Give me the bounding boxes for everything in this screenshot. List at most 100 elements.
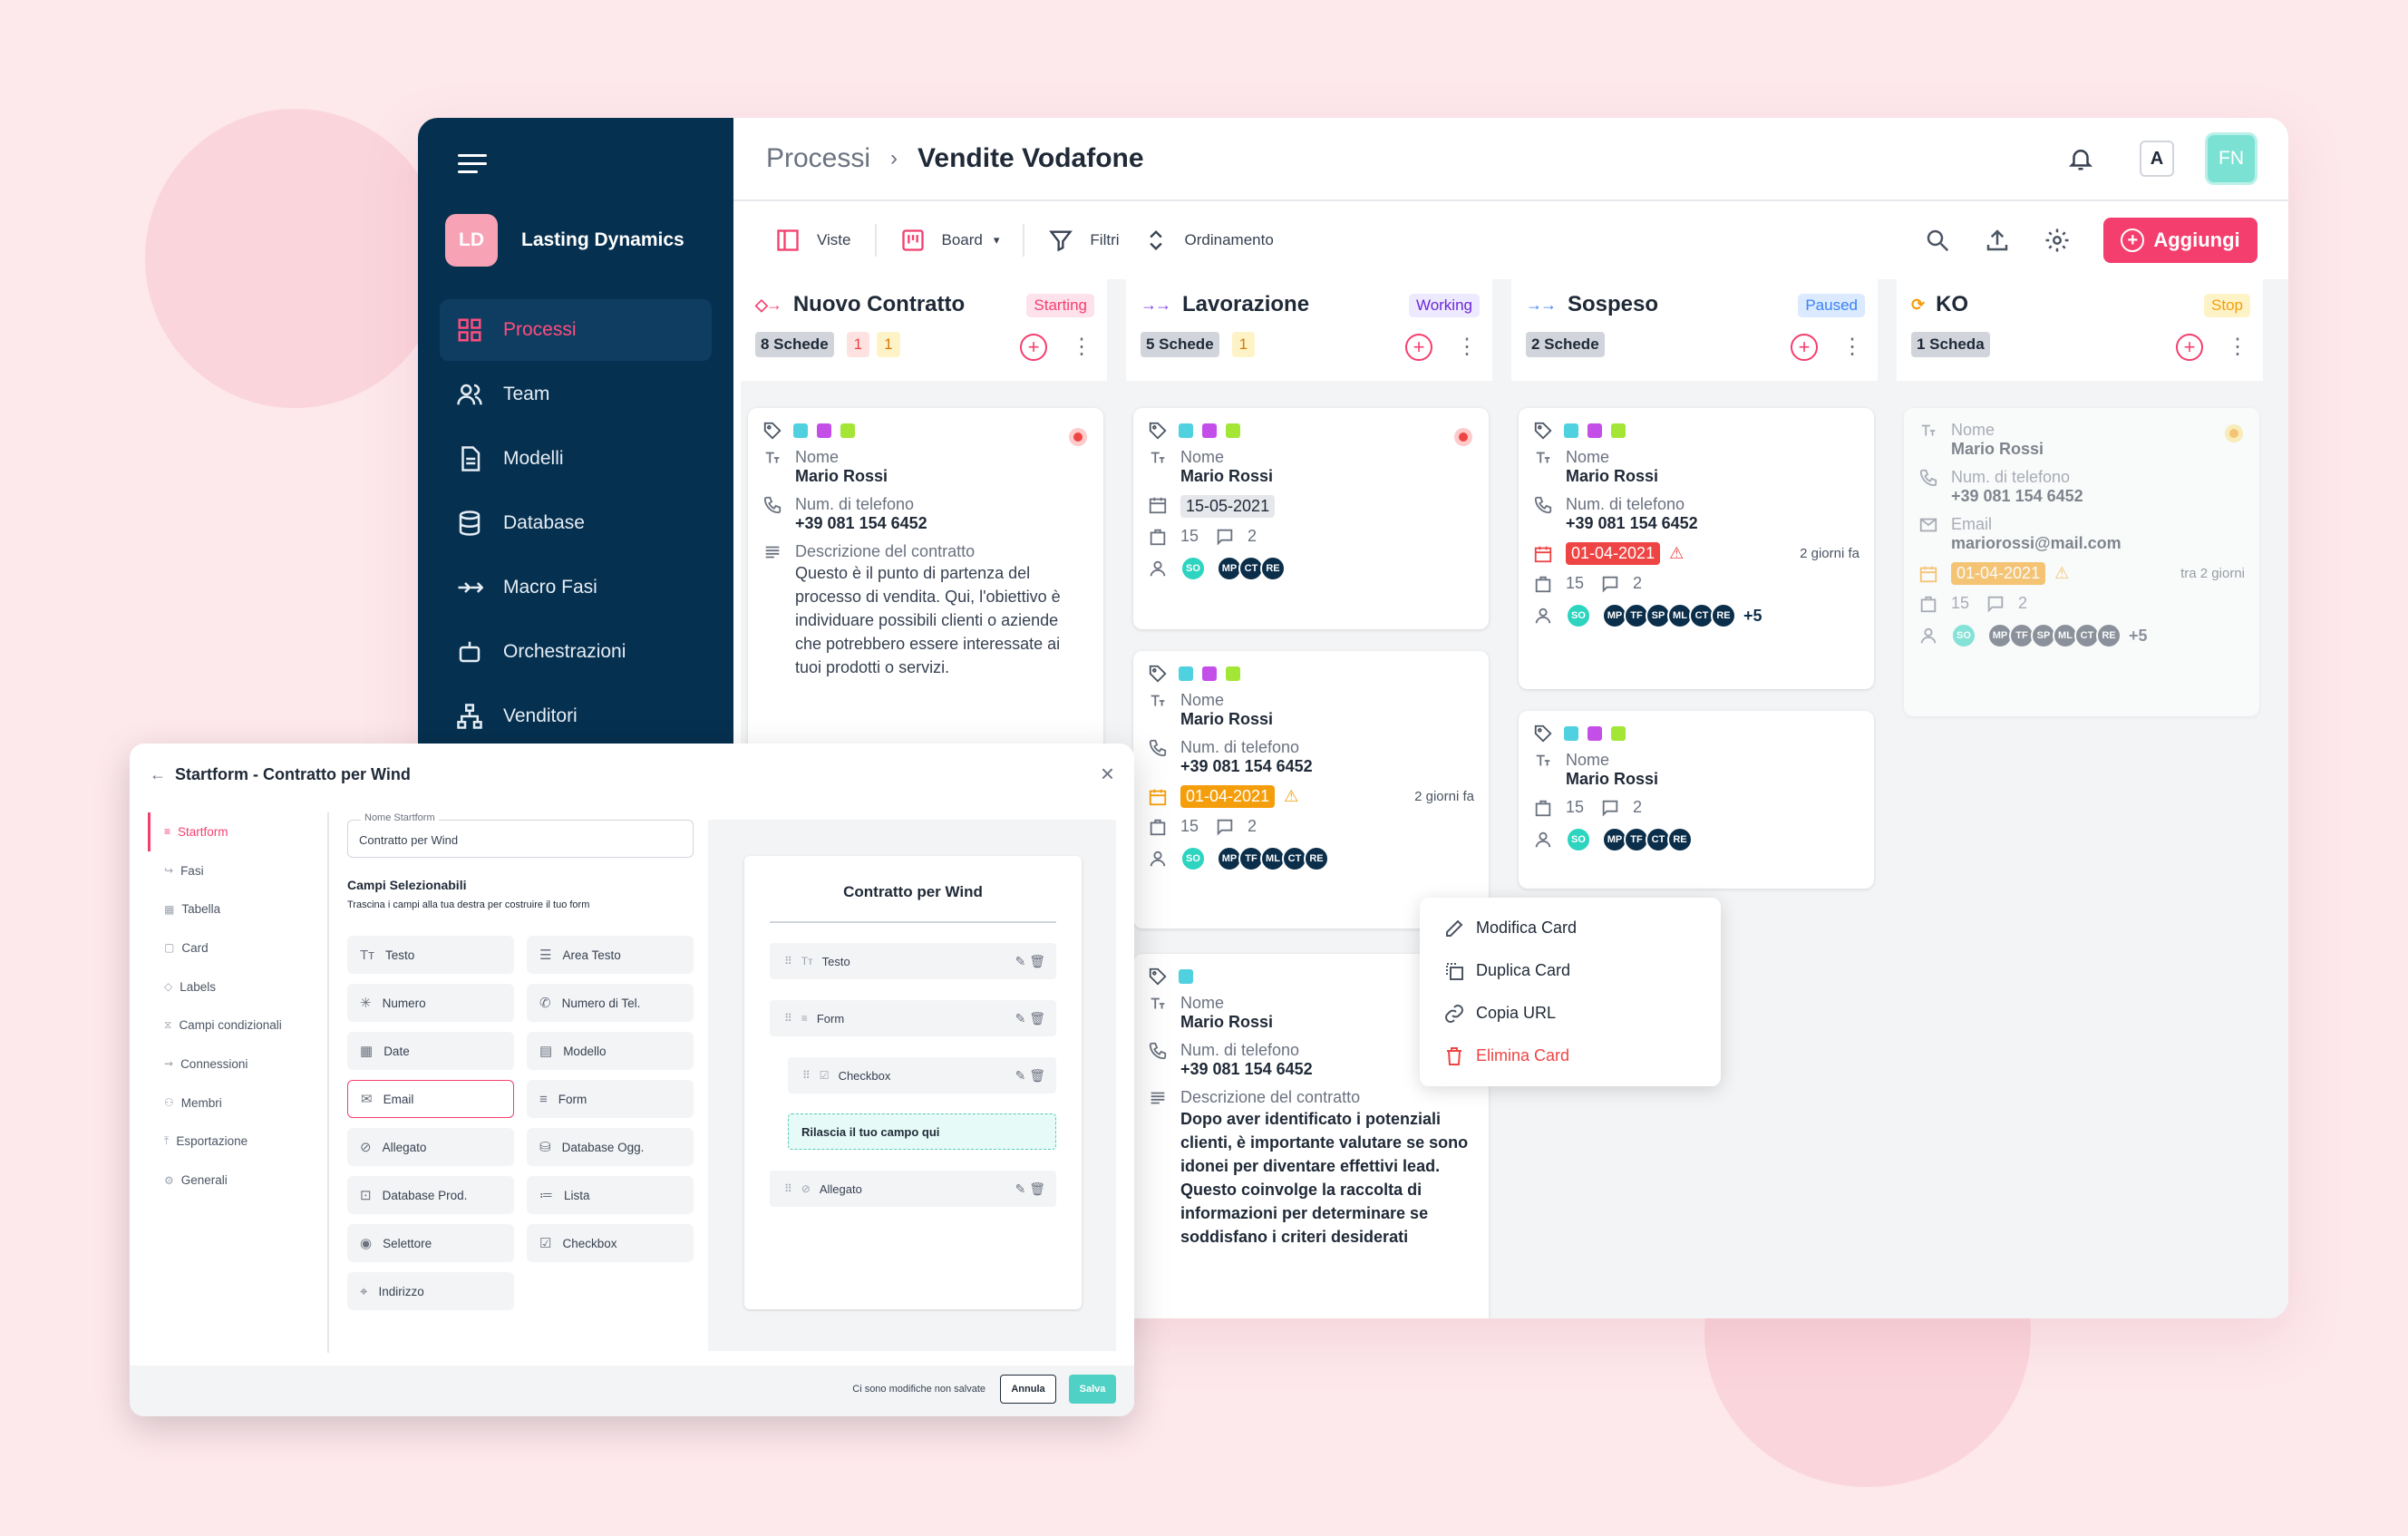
save-button[interactable]: Salva	[1069, 1375, 1116, 1404]
gear-icon[interactable]	[2044, 227, 2071, 254]
edit-delete-icons[interactable]: ✎ 🗑	[1015, 1181, 1045, 1196]
calendar-icon	[1149, 497, 1167, 514]
sidebar-item-macro-fasi[interactable]: Macro Fasi	[440, 557, 712, 618]
phone-icon	[1919, 469, 1937, 487]
field-chip-database-prod[interactable]: ⊡ Database Prod.	[347, 1176, 514, 1214]
breadcrumb-root[interactable]: Processi	[766, 143, 871, 173]
card[interactable]: Nome Mario Rossi Num. di telefono +39 081 …	[748, 408, 1103, 753]
sidebar-item-label: Database	[503, 512, 585, 533]
field-chip-area-testo[interactable]: ☰ Area Testo	[527, 936, 694, 974]
menu-item-elimina[interactable]: Elimina Card	[1420, 1035, 1721, 1077]
field-chip-lista[interactable]: ≔ Lista	[527, 1176, 694, 1214]
add-card-button[interactable]: +	[2176, 334, 2203, 361]
edit-delete-icons[interactable]: ✎ 🗑	[1015, 1067, 1045, 1083]
form-row[interactable]: ⠿ ⊘ Allegato ✎ 🗑	[770, 1171, 1056, 1207]
menu-item-copia-url[interactable]: Copia URL	[1420, 992, 1721, 1035]
field-chip-selettore[interactable]: ◉ Selettore	[347, 1224, 514, 1262]
field-chip-numero-tel[interactable]: ✆ Numero di Tel.	[527, 984, 694, 1022]
phone-icon	[763, 496, 782, 514]
chip-label: Checkbox	[562, 1236, 617, 1250]
edit-delete-icons[interactable]: ✎ 🗑	[1015, 1010, 1045, 1026]
add-card-button[interactable]: +	[1791, 334, 1818, 361]
modal-nav-item[interactable]: ⇝ Connessioni	[148, 1045, 327, 1084]
column-title: Nuovo Contratto	[792, 292, 966, 316]
more-icon[interactable]: ⋮	[1456, 335, 1478, 359]
filters-button[interactable]: Filtri	[1048, 228, 1120, 253]
checkbox-icon: ☑	[539, 1236, 552, 1251]
upload-icon[interactable]	[1984, 227, 2011, 254]
back-icon[interactable]: ←	[150, 765, 166, 783]
views-button[interactable]: Viste	[775, 228, 851, 253]
sidebar-item-database[interactable]: Database	[440, 492, 712, 554]
close-icon[interactable]: ×	[1100, 760, 1114, 787]
modal-nav-item[interactable]: ◇ Labels	[148, 967, 327, 1006]
sort-button[interactable]: Ordinamento	[1143, 228, 1274, 253]
org-switcher[interactable]: LD Lasting Dynamics	[445, 214, 685, 267]
sidebar-item-venditori[interactable]: Venditori	[440, 685, 712, 747]
more-icon[interactable]: ⋮	[1841, 335, 1863, 359]
drag-handle-icon[interactable]: ⠿	[784, 955, 792, 967]
startform-name-field[interactable]: Nome Startform Contratto per Wind	[347, 812, 694, 858]
drag-handle-icon[interactable]: ⠿	[784, 1012, 792, 1025]
menu-item-duplica[interactable]: Duplica Card	[1420, 949, 1721, 992]
field-chip-date[interactable]: ▦ Date	[347, 1032, 514, 1070]
field-chip-indirizzo[interactable]: ⌖ Indirizzo	[347, 1272, 514, 1310]
sidebar-item-orchestrazioni[interactable]: Orchestrazioni	[440, 621, 712, 683]
modal-nav-item[interactable]: ≡ Startform	[148, 812, 327, 851]
chip-label: Database Ogg.	[561, 1140, 645, 1154]
add-card-button[interactable]: +	[1405, 334, 1432, 361]
drop-zone[interactable]: Rilascia il tuo campo qui	[788, 1113, 1056, 1150]
sidebar-item-processi[interactable]: Processi	[440, 299, 712, 361]
search-icon[interactable]	[1924, 227, 1951, 254]
card[interactable]: Nome Mario Rossi Num. di telefono +39 081 …	[1519, 408, 1874, 689]
menu-icon[interactable]	[458, 154, 487, 179]
avatar: RE	[2096, 623, 2122, 648]
database-icon	[459, 510, 481, 536]
column: →→ Lavorazione Working 5 Schede 1 + ⋮ Nome M…	[1126, 279, 1492, 1318]
cancel-button[interactable]: Annula	[1000, 1375, 1056, 1404]
modal-nav-item[interactable]: ↪ Fasi	[148, 851, 327, 890]
drag-handle-icon[interactable]: ⠿	[802, 1069, 811, 1082]
board-select[interactable]: Board ▾	[900, 228, 999, 253]
field-chip-checkbox[interactable]: ☑ Checkbox	[527, 1224, 694, 1262]
sidebar-item-modelli[interactable]: Modelli	[440, 428, 712, 490]
user-avatar[interactable]: FN	[2205, 132, 2258, 185]
field-chip-email[interactable]: ✉ Email	[347, 1080, 514, 1118]
sidebar-item-label: Orchestrazioni	[503, 641, 626, 662]
modal-nav-item[interactable]: ▢ Card	[148, 928, 327, 967]
form-row[interactable]: ⠿ ≡ Form ✎ 🗑	[770, 1000, 1056, 1036]
field-chip-allegato[interactable]: ⊘ Allegato	[347, 1128, 514, 1166]
bell-icon[interactable]	[2067, 145, 2094, 172]
menu-item-modifica[interactable]: Modifica Card	[1420, 907, 1721, 949]
app-window: LD Lasting Dynamics Processi Team Modell…	[418, 118, 2288, 1318]
card[interactable]: Nome Mario Rossi Num. di telefono +39 081 …	[1904, 408, 2259, 716]
card[interactable]: Nome Mario Rossi 15 2 SO MP TF CT RE	[1519, 711, 1874, 889]
field-chip-numero[interactable]: ✳ Numero	[347, 984, 514, 1022]
user-icon	[1920, 627, 1937, 644]
due-date: 01-04-2021	[1180, 785, 1276, 808]
more-icon[interactable]: ⋮	[1071, 335, 1092, 359]
modal-nav-item[interactable]: ▦ Tabella	[148, 890, 327, 928]
add-button[interactable]: + Aggiungi	[2103, 218, 2258, 263]
field-chip-database-ogg[interactable]: ⛁ Database Ogg.	[527, 1128, 694, 1166]
sidebar-item-team[interactable]: Team	[440, 364, 712, 425]
more-icon[interactable]: ⋮	[2227, 335, 2248, 359]
card[interactable]: Nome Mario Rossi 15-05-2021 15 2 SO MP CT RE	[1133, 408, 1489, 629]
form-row[interactable]: ⠿ ☑ Checkbox ✎ 🗑	[788, 1057, 1056, 1094]
avatar: RE	[1711, 603, 1736, 628]
nav-label: Generali	[180, 1173, 228, 1188]
field-chip-testo[interactable]: Tт Testo	[347, 936, 514, 974]
modal-nav-item[interactable]: ⤒ Esportazione	[148, 1123, 327, 1162]
card[interactable]: Nome Mario Rossi Num. di telefono +39 081 …	[1133, 651, 1489, 928]
modal-nav-item[interactable]: ⚙ Generali	[148, 1161, 327, 1200]
drag-handle-icon[interactable]: ⠿	[784, 1182, 792, 1195]
field-chip-modello[interactable]: ▤ Modello	[527, 1032, 694, 1070]
field-label: Nome	[795, 448, 840, 466]
add-card-button[interactable]: +	[1020, 334, 1047, 361]
edit-delete-icons[interactable]: ✎ 🗑	[1015, 953, 1045, 968]
modal-nav-item[interactable]: ⚇ Membri	[148, 1084, 327, 1123]
form-row[interactable]: ⠿ Tт Testo ✎ 🗑	[770, 943, 1056, 979]
modal-nav-item[interactable]: ⧖ Campi condizionali	[148, 1006, 327, 1045]
language-button[interactable]: A	[2140, 141, 2174, 177]
field-chip-form[interactable]: ≡ Form	[527, 1080, 694, 1118]
